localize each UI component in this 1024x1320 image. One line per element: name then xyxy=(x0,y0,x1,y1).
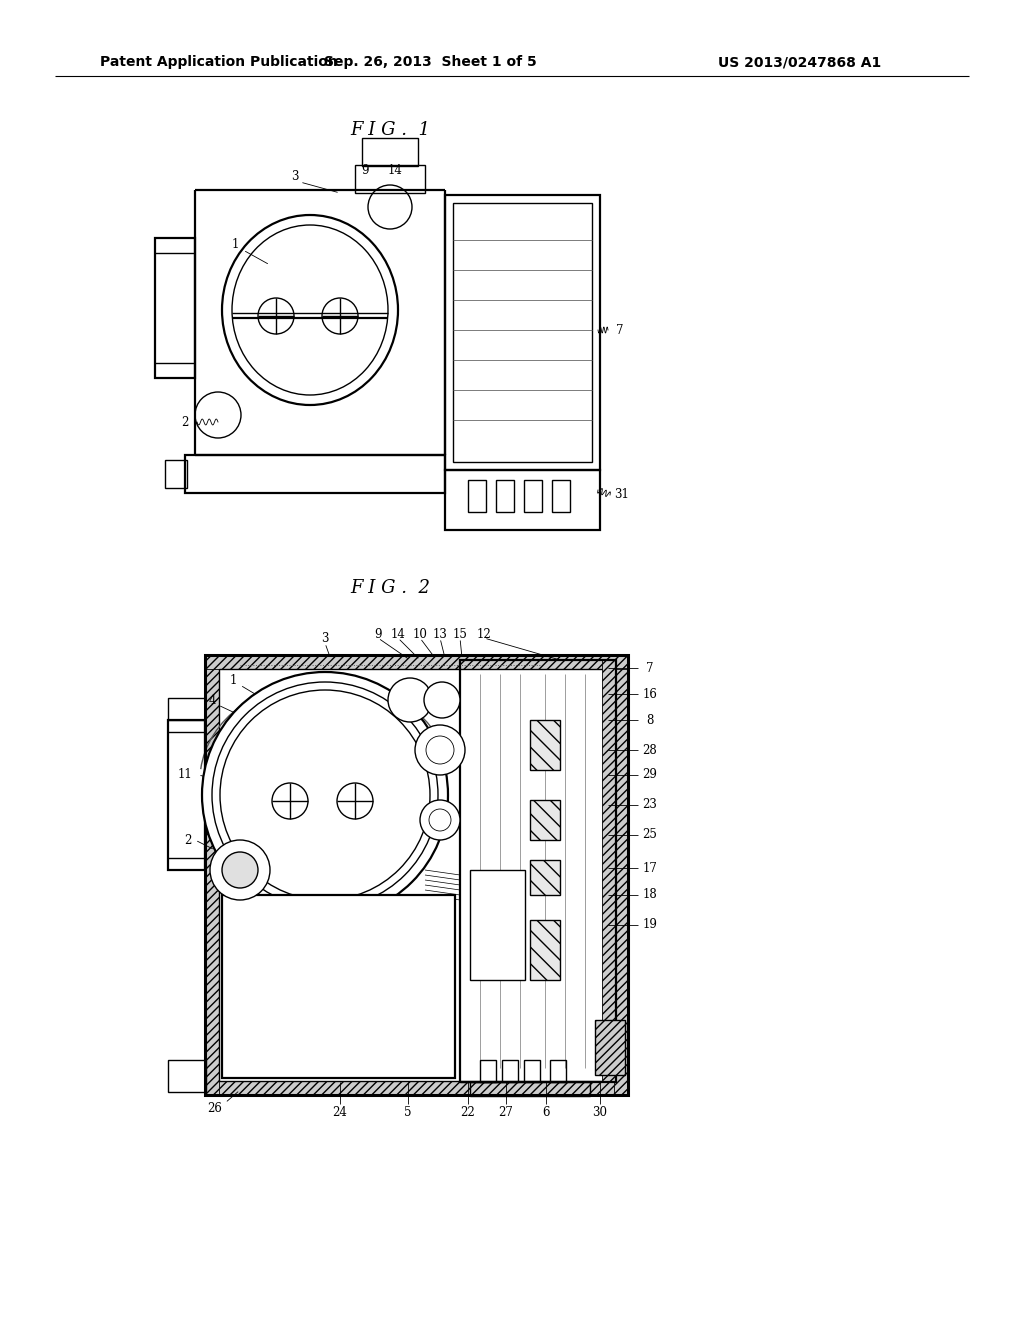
Bar xyxy=(530,920,560,979)
Circle shape xyxy=(202,672,449,917)
Polygon shape xyxy=(614,655,628,1096)
Text: Patent Application Publication: Patent Application Publication xyxy=(100,55,338,69)
Text: 8: 8 xyxy=(646,714,653,726)
Bar xyxy=(362,139,418,166)
Text: F I G .  2: F I G . 2 xyxy=(350,579,430,597)
Text: 11: 11 xyxy=(177,768,193,781)
Circle shape xyxy=(426,737,454,764)
Bar xyxy=(502,1060,518,1082)
Text: 16: 16 xyxy=(643,688,657,701)
Text: 24: 24 xyxy=(333,1106,347,1118)
Bar xyxy=(168,1060,206,1092)
Bar xyxy=(355,165,425,193)
Bar xyxy=(530,800,560,840)
Text: 9: 9 xyxy=(374,627,382,640)
Polygon shape xyxy=(205,1081,628,1096)
Text: 3: 3 xyxy=(291,170,299,183)
Bar xyxy=(470,1082,590,1096)
Circle shape xyxy=(222,851,258,888)
Circle shape xyxy=(424,682,460,718)
Text: US 2013/0247868 A1: US 2013/0247868 A1 xyxy=(719,55,882,69)
Bar xyxy=(524,1060,540,1082)
Bar xyxy=(205,655,628,1096)
Polygon shape xyxy=(602,660,616,1082)
Polygon shape xyxy=(205,655,219,1096)
Text: 30: 30 xyxy=(593,1106,607,1118)
Bar xyxy=(445,195,600,470)
Bar xyxy=(460,660,616,1082)
Circle shape xyxy=(388,678,432,722)
Circle shape xyxy=(210,840,270,900)
Bar xyxy=(155,238,195,378)
Text: Sep. 26, 2013  Sheet 1 of 5: Sep. 26, 2013 Sheet 1 of 5 xyxy=(324,55,537,69)
Polygon shape xyxy=(205,655,628,669)
Text: 28: 28 xyxy=(643,743,657,756)
Text: 12: 12 xyxy=(476,627,492,640)
Text: 25: 25 xyxy=(643,829,657,842)
Text: 18: 18 xyxy=(643,888,657,902)
Text: 17: 17 xyxy=(643,862,657,874)
Text: 26: 26 xyxy=(208,1101,222,1114)
Circle shape xyxy=(212,682,438,908)
Text: 13: 13 xyxy=(432,627,447,640)
Bar xyxy=(222,895,455,1078)
Bar xyxy=(445,470,600,531)
Text: 14: 14 xyxy=(387,164,402,177)
Bar xyxy=(530,861,560,895)
Text: 10: 10 xyxy=(413,627,427,640)
Bar xyxy=(470,870,525,979)
Text: 2: 2 xyxy=(181,416,188,429)
Text: 29: 29 xyxy=(643,768,657,781)
Bar xyxy=(219,669,614,1081)
Text: 1: 1 xyxy=(231,239,239,252)
Text: 31: 31 xyxy=(614,488,630,502)
Text: 14: 14 xyxy=(390,627,406,640)
Text: 15: 15 xyxy=(453,627,467,640)
Text: F I G .  1: F I G . 1 xyxy=(350,121,430,139)
Text: 2: 2 xyxy=(184,833,191,846)
Bar xyxy=(480,1060,496,1082)
Circle shape xyxy=(220,690,430,900)
Text: 7: 7 xyxy=(616,323,624,337)
Bar xyxy=(165,459,187,488)
Text: 3: 3 xyxy=(322,631,329,644)
Text: 27: 27 xyxy=(499,1106,513,1118)
Bar xyxy=(468,480,486,512)
Bar xyxy=(453,203,592,462)
Circle shape xyxy=(272,783,308,818)
Text: 7: 7 xyxy=(646,661,653,675)
Text: 23: 23 xyxy=(643,799,657,812)
Bar xyxy=(168,719,205,870)
Bar xyxy=(550,1060,566,1082)
Bar xyxy=(496,480,514,512)
Circle shape xyxy=(415,725,465,775)
Text: 19: 19 xyxy=(643,919,657,932)
Text: 4: 4 xyxy=(208,693,216,706)
Bar xyxy=(595,1020,625,1074)
Text: 1: 1 xyxy=(229,673,237,686)
Text: 5: 5 xyxy=(404,1106,412,1118)
Circle shape xyxy=(429,809,451,832)
Text: 9: 9 xyxy=(361,164,369,177)
Bar xyxy=(530,719,560,770)
Circle shape xyxy=(420,800,460,840)
Bar xyxy=(168,698,205,719)
Text: 6: 6 xyxy=(543,1106,550,1118)
Circle shape xyxy=(337,783,373,818)
Text: 22: 22 xyxy=(461,1106,475,1118)
Bar xyxy=(552,480,570,512)
Bar xyxy=(185,455,445,492)
Bar xyxy=(524,480,542,512)
